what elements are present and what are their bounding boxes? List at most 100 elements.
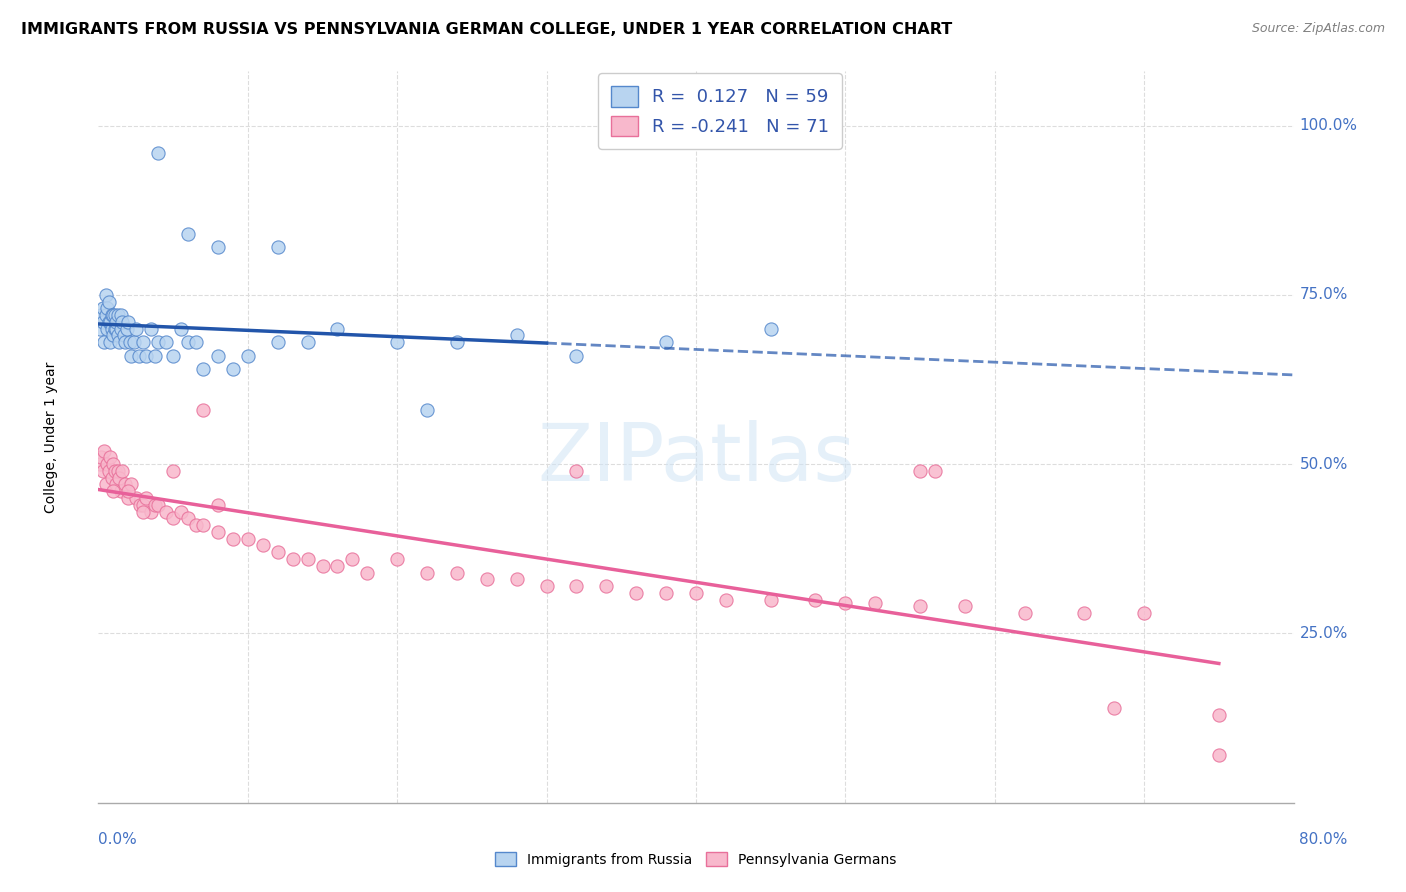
- Legend: Immigrants from Russia, Pennsylvania Germans: Immigrants from Russia, Pennsylvania Ger…: [489, 847, 903, 872]
- Text: IMMIGRANTS FROM RUSSIA VS PENNSYLVANIA GERMAN COLLEGE, UNDER 1 YEAR CORRELATION : IMMIGRANTS FROM RUSSIA VS PENNSYLVANIA G…: [21, 22, 952, 37]
- Point: [162, 349, 184, 363]
- Point: [207, 240, 229, 254]
- Point: [105, 477, 128, 491]
- Point: [96, 457, 118, 471]
- Point: [135, 491, 157, 505]
- Point: [103, 308, 125, 322]
- Point: [595, 579, 617, 593]
- Point: [759, 322, 782, 336]
- Point: [326, 322, 349, 336]
- Point: [506, 328, 529, 343]
- Point: [1073, 606, 1095, 620]
- Point: [297, 335, 319, 350]
- Point: [207, 349, 229, 363]
- Point: [1208, 748, 1230, 763]
- Point: [655, 335, 678, 350]
- Point: [1014, 606, 1036, 620]
- Text: Source: ZipAtlas.com: Source: ZipAtlas.com: [1251, 22, 1385, 36]
- Point: [446, 335, 468, 350]
- Point: [416, 403, 439, 417]
- Point: [148, 145, 170, 160]
- Point: [236, 349, 259, 363]
- Point: [385, 552, 409, 566]
- Point: [714, 592, 737, 607]
- Point: [207, 498, 229, 512]
- Point: [101, 322, 124, 336]
- Point: [108, 335, 131, 350]
- Point: [101, 471, 124, 485]
- Point: [132, 498, 155, 512]
- Point: [356, 566, 378, 580]
- Point: [143, 498, 166, 512]
- Point: [326, 558, 349, 573]
- Point: [129, 498, 152, 512]
- Point: [908, 464, 931, 478]
- Point: [624, 586, 647, 600]
- Point: [125, 322, 148, 336]
- Point: [128, 349, 150, 363]
- Point: [139, 505, 162, 519]
- Text: ZIPatlas: ZIPatlas: [537, 420, 855, 498]
- Point: [114, 335, 136, 350]
- Point: [97, 315, 120, 329]
- Point: [118, 335, 141, 350]
- Point: [125, 491, 148, 505]
- Point: [184, 335, 207, 350]
- Text: 75.0%: 75.0%: [1299, 287, 1348, 302]
- Point: [191, 518, 214, 533]
- Point: [155, 335, 177, 350]
- Point: [94, 288, 117, 302]
- Point: [385, 335, 409, 350]
- Text: 100.0%: 100.0%: [1299, 118, 1358, 133]
- Point: [110, 322, 132, 336]
- Point: [177, 335, 200, 350]
- Point: [101, 308, 124, 322]
- Point: [139, 322, 162, 336]
- Point: [103, 484, 125, 499]
- Point: [115, 322, 138, 336]
- Point: [281, 552, 304, 566]
- Point: [177, 511, 200, 525]
- Point: [162, 464, 184, 478]
- Point: [97, 294, 120, 309]
- Point: [191, 362, 214, 376]
- Point: [89, 457, 111, 471]
- Point: [91, 464, 114, 478]
- Point: [89, 322, 111, 336]
- Point: [536, 579, 558, 593]
- Point: [162, 511, 184, 525]
- Point: [1104, 701, 1126, 715]
- Point: [1133, 606, 1156, 620]
- Point: [112, 328, 135, 343]
- Point: [117, 484, 139, 499]
- Point: [105, 322, 128, 336]
- Point: [252, 538, 274, 552]
- Point: [148, 498, 170, 512]
- Point: [107, 464, 129, 478]
- Point: [222, 362, 245, 376]
- Text: 80.0%: 80.0%: [1299, 832, 1348, 847]
- Point: [184, 518, 207, 533]
- Point: [267, 545, 290, 559]
- Point: [169, 322, 191, 336]
- Point: [111, 464, 134, 478]
- Point: [416, 566, 439, 580]
- Point: [98, 315, 122, 329]
- Point: [103, 328, 125, 343]
- Text: 0.0%: 0.0%: [98, 832, 138, 847]
- Point: [132, 335, 155, 350]
- Point: [104, 322, 127, 336]
- Point: [759, 592, 782, 607]
- Point: [90, 450, 112, 465]
- Point: [96, 322, 118, 336]
- Point: [114, 477, 136, 491]
- Point: [169, 505, 191, 519]
- Point: [111, 315, 134, 329]
- Point: [207, 524, 229, 539]
- Point: [804, 592, 827, 607]
- Point: [311, 558, 333, 573]
- Point: [953, 599, 976, 614]
- Point: [267, 335, 290, 350]
- Point: [104, 464, 127, 478]
- Point: [94, 477, 117, 491]
